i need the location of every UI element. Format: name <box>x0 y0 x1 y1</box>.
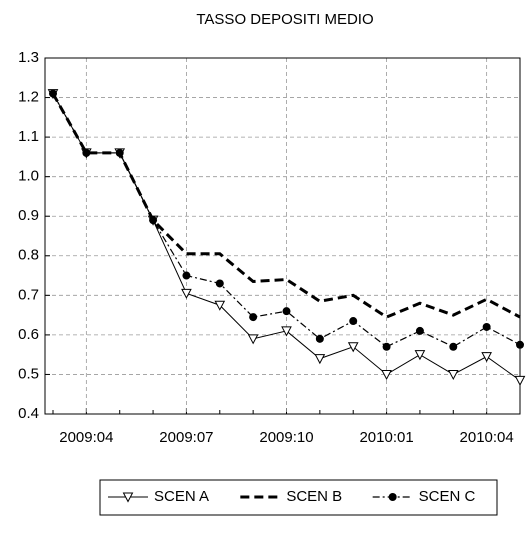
marker <box>349 317 358 326</box>
y-tick-label: 0.8 <box>18 247 39 264</box>
y-tick-label: 1.3 <box>18 49 39 66</box>
x-tick-label: 2009:10 <box>259 429 313 446</box>
marker <box>82 148 91 157</box>
marker <box>314 354 326 365</box>
legend-box <box>99 479 498 516</box>
legend-label: SCEN A <box>154 488 209 505</box>
marker <box>181 288 192 299</box>
marker <box>482 322 491 331</box>
marker <box>49 89 57 98</box>
marker <box>414 350 426 361</box>
plot-frame <box>44 57 521 415</box>
chart-title: TASSO DEPOSITI MEDIO <box>196 11 373 28</box>
marker <box>282 307 291 316</box>
marker <box>281 326 292 337</box>
marker <box>247 334 259 345</box>
y-tick-label: 1.2 <box>18 89 39 106</box>
y-tick-label: 0.5 <box>18 365 39 382</box>
marker <box>215 279 224 288</box>
marker <box>182 271 191 280</box>
y-tick-label: 1.1 <box>18 128 39 145</box>
x-tick-label: 2009:07 <box>159 429 213 446</box>
y-tick-label: 0.4 <box>18 405 39 422</box>
legend-marker <box>122 492 134 503</box>
y-tick-label: 0.6 <box>18 326 39 343</box>
marker <box>514 375 526 386</box>
marker <box>516 340 524 349</box>
y-tick-label: 1.0 <box>18 168 39 185</box>
marker <box>415 326 424 335</box>
y-tick-label: 0.9 <box>18 207 39 224</box>
x-tick-label: 2010:04 <box>460 429 514 446</box>
x-tick-label: 2010:01 <box>359 429 413 446</box>
x-tick-label: 2009:04 <box>59 429 113 446</box>
marker <box>447 369 459 381</box>
marker <box>315 334 324 343</box>
marker <box>347 342 359 353</box>
marker <box>382 342 391 351</box>
marker <box>214 300 226 311</box>
legend-label: SCEN B <box>286 488 342 505</box>
y-tick-label: 0.7 <box>18 286 39 303</box>
marker <box>249 313 258 322</box>
marker <box>449 342 458 351</box>
marker <box>149 216 158 225</box>
legend-marker <box>388 493 397 501</box>
legend-label: SCEN C <box>419 488 476 505</box>
marker <box>481 352 492 363</box>
marker <box>115 148 124 157</box>
marker <box>381 369 392 381</box>
